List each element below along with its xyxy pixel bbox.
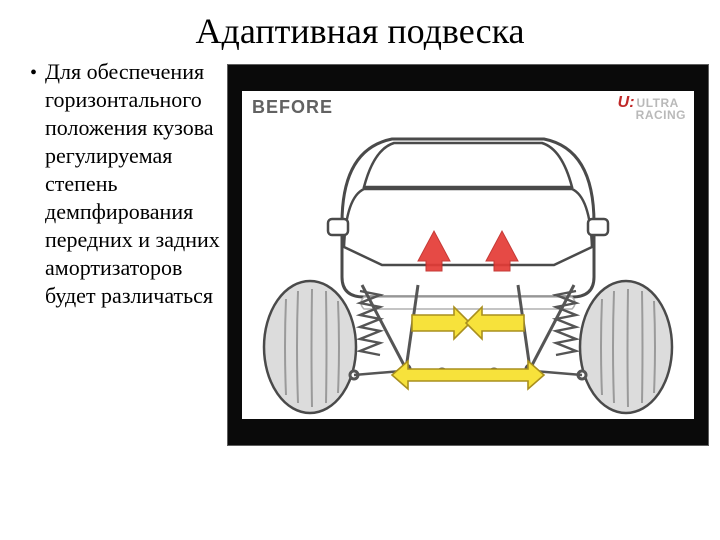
windshield	[344, 189, 592, 265]
content-row: • Для обеспечения горизонтального положе…	[0, 58, 720, 446]
slide: Адаптивная подвеска • Для обеспечения го…	[0, 0, 720, 540]
bullet-text: Для обеспечения горизонтального положени…	[45, 58, 220, 310]
car-roof-inner	[364, 143, 572, 187]
brand-watermark: U:ULTRA RACING	[618, 97, 686, 121]
wheel-left	[264, 281, 356, 413]
wheel-right	[580, 281, 672, 413]
mirror-left	[328, 219, 348, 235]
text-column: • Для обеспечения горизонтального положе…	[30, 58, 226, 310]
slide-title: Адаптивная подвеска	[0, 0, 720, 58]
bullet-item: • Для обеспечения горизонтального положе…	[30, 58, 220, 310]
figure-canvas	[242, 91, 694, 419]
figure-box: BEFORE U:ULTRA RACING	[227, 64, 709, 446]
arrow-yellow-upper-right	[466, 307, 524, 339]
arrow-yellow-lower	[392, 361, 544, 389]
mirror-right	[588, 219, 608, 235]
arrow-yellow-upper-left	[412, 307, 470, 339]
figure-label: BEFORE	[252, 97, 333, 118]
brand-line-2: RACING	[636, 108, 686, 122]
car-diagram	[242, 91, 694, 419]
bumper	[361, 297, 575, 309]
brand-mark: U:	[618, 94, 635, 111]
figure-column: BEFORE U:ULTRA RACING	[226, 64, 710, 446]
bullet-marker: •	[30, 58, 45, 86]
